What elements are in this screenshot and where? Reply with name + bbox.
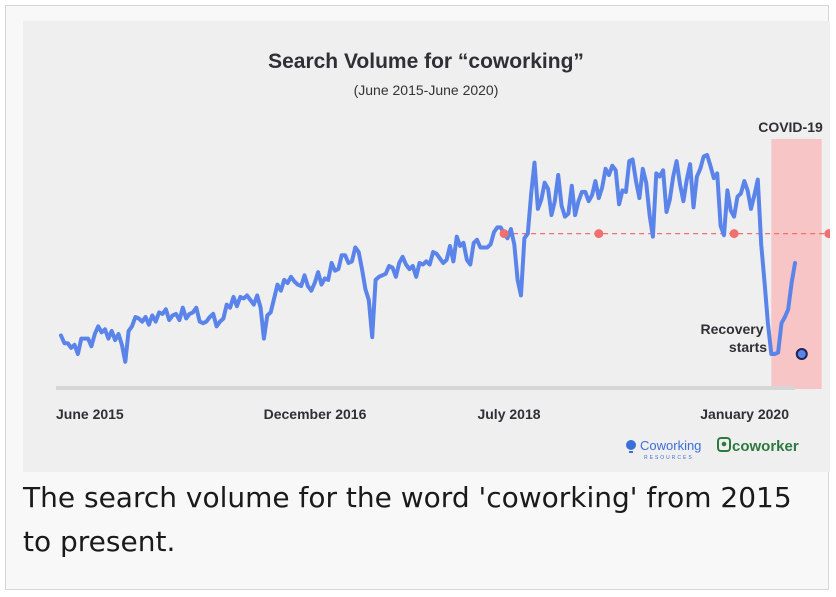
- figure-frame: Search Volume for “coworking” (June 2015…: [5, 5, 830, 590]
- x-tick-label: July 2018: [477, 406, 540, 422]
- reference-point: [594, 229, 604, 239]
- reference-point: [824, 229, 830, 239]
- covid-label: COVID-19: [758, 119, 823, 135]
- reference-points: [499, 229, 830, 239]
- reference-point: [499, 229, 509, 239]
- coworker-logo-text: coworker: [732, 438, 799, 455]
- coworking-resources-logo: Coworking RESOURCES: [626, 438, 701, 461]
- figure-caption: The search volume for the word 'coworkin…: [23, 481, 792, 558]
- x-tick-label: June 2015: [56, 406, 124, 422]
- x-tick-label: January 2020: [700, 406, 789, 422]
- recovery-point: [795, 348, 808, 361]
- chart-svg: Search Volume for “coworking” (June 2015…: [56, 50, 830, 461]
- globe-icon: [626, 440, 636, 450]
- x-tick-label: December 2016: [264, 406, 367, 422]
- reference-point: [729, 229, 739, 239]
- recovery-label-line1: Recovery: [700, 321, 763, 337]
- series-line: [59, 152, 797, 364]
- recovery-label-line2: starts: [729, 339, 767, 355]
- coworker-logo: coworker: [717, 437, 799, 455]
- chart-panel: Search Volume for “coworking” (June 2015…: [23, 21, 830, 472]
- chart-title: Search Volume for “coworking”: [268, 50, 584, 73]
- coworking-logo-subtext: RESOURCES: [644, 455, 694, 461]
- coworker-pin-icon: [717, 437, 731, 452]
- chart-subtitle: (June 2015-June 2020): [354, 82, 499, 98]
- coworking-logo-text: Coworking: [640, 438, 701, 453]
